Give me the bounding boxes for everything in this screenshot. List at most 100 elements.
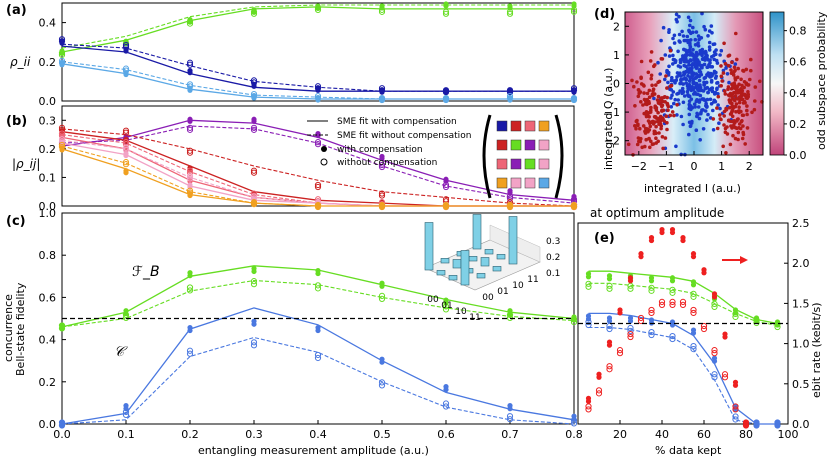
even-dot xyxy=(672,33,677,38)
fidelity-point-nocomp xyxy=(690,290,697,297)
ebit_rate-point-nocomp xyxy=(648,309,655,317)
even-dot xyxy=(667,54,672,58)
odd-left-dot xyxy=(647,95,652,99)
rho_00-point-comp xyxy=(251,9,257,15)
panel-e-title: at optimum amplitude xyxy=(590,206,724,220)
odd-left-dot xyxy=(647,128,652,132)
fidelity-point-nocomp xyxy=(314,282,322,289)
odd-right-dot xyxy=(722,123,726,127)
odd-left-dot xyxy=(652,64,656,69)
even-dot xyxy=(670,93,674,98)
odd-right-dot xyxy=(736,130,741,135)
odd-left-dot xyxy=(643,129,647,134)
matrix-cell xyxy=(510,158,522,170)
even-dot xyxy=(673,97,677,102)
panel-a-plot xyxy=(58,1,578,104)
ebit_rate-point-comp xyxy=(701,270,707,276)
panel-d-ylabel: integrated Q (a.u.) xyxy=(602,68,615,170)
inset-ztick: 0.1 xyxy=(546,269,560,279)
odd-left-dot xyxy=(649,139,653,144)
d-ytick-label: 2 xyxy=(613,20,620,33)
purple-point-nocomp xyxy=(186,126,194,133)
rho_00-point-comp xyxy=(571,3,577,9)
fidelity-point-nocomp xyxy=(250,278,258,285)
odd-right-dot xyxy=(726,63,731,68)
even-dot xyxy=(698,138,702,142)
concurrence-series-label: 𝒞 xyxy=(114,344,128,360)
odd-right-dot xyxy=(758,79,762,84)
odd-left-dot xyxy=(660,109,664,113)
ebit_rate-point-nocomp xyxy=(732,406,739,413)
inset-bar xyxy=(480,257,490,267)
orange-point-nocomp xyxy=(186,189,194,196)
fidelity-point-nocomp xyxy=(627,285,634,292)
even-dot xyxy=(704,80,709,85)
colorbar-label: odd subspace probability xyxy=(815,11,828,150)
odd-left-dot xyxy=(645,91,650,96)
concurrence-fit-comp xyxy=(588,312,778,425)
even-dot xyxy=(711,108,715,113)
inset-col-label: 11 xyxy=(527,275,538,285)
even-dot xyxy=(715,87,719,92)
even-dot xyxy=(694,30,699,34)
concurrence-point-comp xyxy=(711,358,718,364)
colorbar-tick-label: 0.6 xyxy=(789,56,807,69)
even-dot xyxy=(676,49,680,54)
even-dot xyxy=(700,65,704,70)
even-dot xyxy=(687,99,692,104)
concurrence-point-comp xyxy=(690,330,697,336)
even-dot xyxy=(700,108,704,112)
d-ytick-label: −2 xyxy=(604,135,620,148)
odd-right-dot xyxy=(741,92,746,96)
inset-bar xyxy=(484,249,494,255)
odd-right-dot xyxy=(734,90,738,95)
odd-right-dot xyxy=(745,112,749,117)
d-ytick-label: −1 xyxy=(604,106,620,119)
odd-right-dot xyxy=(728,112,733,116)
concurrence-fit-nocomp xyxy=(61,336,575,425)
even-dot xyxy=(719,48,724,53)
even-dot xyxy=(681,34,686,38)
orange-point-nocomp xyxy=(378,203,386,211)
even-dot xyxy=(693,105,697,109)
odd-left-dot xyxy=(656,139,660,144)
even-dot xyxy=(678,40,682,44)
rho_01-point-comp xyxy=(379,89,385,95)
odd-right-dot xyxy=(730,60,734,64)
ebit_rate-point-nocomp xyxy=(637,317,645,325)
red-point-nocomp xyxy=(186,147,194,154)
concurrence-point-nocomp xyxy=(186,350,194,357)
rho_01-point-nocomp xyxy=(122,42,130,49)
matrix-cell xyxy=(496,158,508,170)
rho_00-point-comp xyxy=(443,3,449,9)
purple-point-nocomp xyxy=(250,124,258,131)
odd-right-dot xyxy=(735,75,740,80)
orange-point-nocomp xyxy=(58,143,66,151)
even-dot xyxy=(709,78,714,83)
matrix-bracket-left xyxy=(482,114,492,199)
matrix-cell xyxy=(510,120,522,132)
density-matrix-pattern xyxy=(482,114,564,199)
concurrence-point-nocomp xyxy=(690,346,697,353)
odd-right-dot xyxy=(735,126,739,130)
salmon-point-nocomp xyxy=(58,132,66,139)
odd-right-dot xyxy=(734,87,739,92)
even-dot xyxy=(663,77,667,82)
even-dot xyxy=(707,40,712,45)
even-dot xyxy=(715,61,720,65)
fidelity-point-comp xyxy=(585,274,592,280)
odd-right-dot xyxy=(721,144,725,149)
even-dot xyxy=(696,92,700,96)
even-dot xyxy=(676,98,680,102)
odd-right-dot xyxy=(741,130,745,135)
red-point-nocomp xyxy=(314,181,322,189)
panel-c: (c) Bell-state fidelity concurrence 0.00… xyxy=(2,207,583,457)
even-dot xyxy=(701,127,706,131)
odd-right-dot xyxy=(744,82,749,86)
rho_00-fit-nocomp xyxy=(61,4,574,49)
purple-point-nocomp xyxy=(378,161,386,169)
salmon-point-nocomp xyxy=(122,141,130,148)
odd-right-dot xyxy=(729,87,734,91)
even-dot xyxy=(694,66,699,70)
